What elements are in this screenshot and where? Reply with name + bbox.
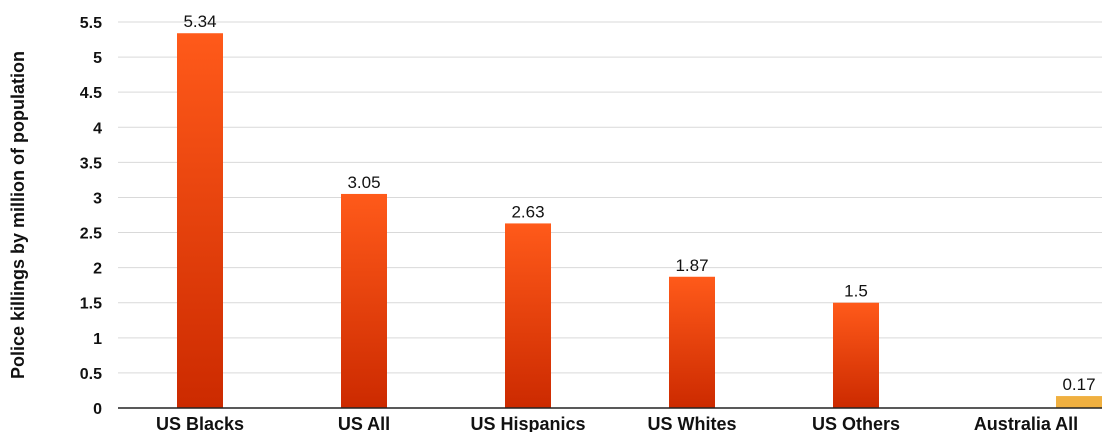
y-tick-label: 0 <box>93 401 102 418</box>
y-tick-label: 5 <box>93 50 102 67</box>
bar <box>833 302 879 408</box>
y-tick-labels: 0 0.5 1 1.5 2 2.5 3 3.5 4 4.5 5 5.5 <box>80 15 102 418</box>
bar <box>341 193 387 408</box>
data-label: 2.63 <box>511 202 544 221</box>
y-axis-label: Police killings by million of population <box>8 51 28 379</box>
x-tick-label: US Whites <box>647 414 736 432</box>
bar <box>505 223 551 408</box>
y-tick-label: 4.5 <box>80 85 102 102</box>
bar <box>669 276 715 408</box>
x-tick-label: US Blacks <box>156 414 244 432</box>
y-tick-label: 3.5 <box>80 155 102 172</box>
y-tick-label: 1.5 <box>80 296 102 313</box>
y-tick-label: 0.5 <box>80 366 102 383</box>
x-tick-label: US Hispanics <box>470 414 585 432</box>
x-tick-label: US All <box>338 414 390 432</box>
y-tick-label: 2 <box>93 261 102 278</box>
bar <box>1056 396 1102 408</box>
y-tick-label: 5.5 <box>80 15 102 32</box>
data-label: 5.34 <box>183 12 216 31</box>
data-label: 0.17 <box>1062 375 1095 394</box>
data-label: 1.5 <box>844 282 868 301</box>
bars <box>177 33 1102 408</box>
y-tick-label: 4 <box>93 120 102 137</box>
bar <box>177 33 223 408</box>
data-labels: 5.34 3.05 2.63 1.87 1.5 0.17 <box>183 12 1095 394</box>
data-label: 3.05 <box>347 173 380 192</box>
gridlines <box>118 21 1102 374</box>
data-label: 1.87 <box>675 256 708 275</box>
x-tick-label: Australia All <box>974 414 1078 432</box>
y-tick-label: 1 <box>93 331 102 348</box>
x-tick-label: US Others <box>812 414 900 432</box>
category-labels: US Blacks US All US Hispanics US Whites US O… <box>156 414 1078 432</box>
y-tick-label: 3 <box>93 190 102 207</box>
y-tick-label: 2.5 <box>80 226 102 243</box>
